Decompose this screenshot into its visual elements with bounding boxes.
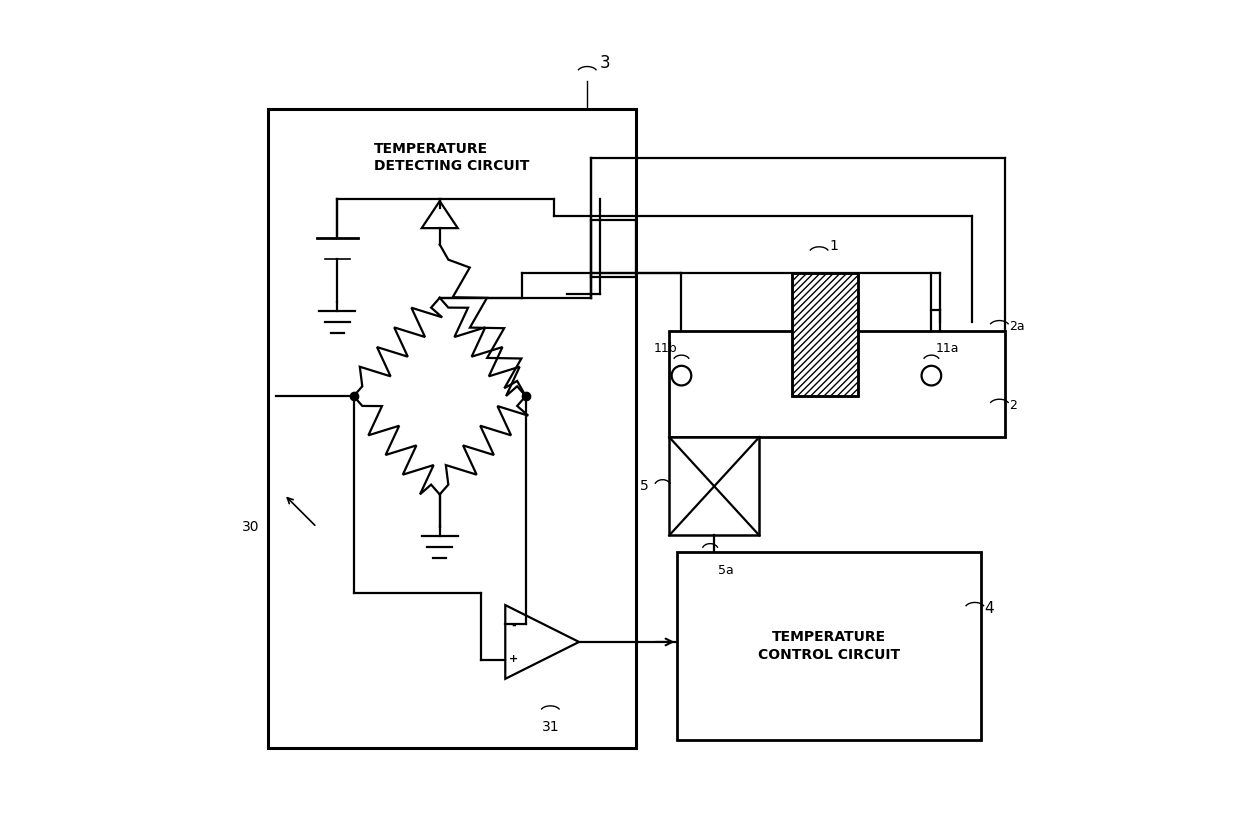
Text: TEMPERATURE
CONTROL CIRCUIT: TEMPERATURE CONTROL CIRCUIT [758, 630, 900, 662]
Text: 3: 3 [599, 54, 610, 73]
Text: 1: 1 [830, 238, 838, 252]
Text: 30: 30 [242, 521, 259, 535]
Text: 4: 4 [985, 601, 994, 615]
Bar [670, 331, 1006, 437]
Text: 5a: 5a [718, 564, 734, 578]
Text: 5: 5 [640, 479, 649, 493]
Bar [792, 273, 858, 396]
Bar [268, 109, 636, 748]
Bar [677, 552, 981, 740]
Text: 2: 2 [1009, 398, 1017, 412]
Text: 2a: 2a [1009, 320, 1025, 333]
Bar [670, 437, 759, 535]
Text: +: + [508, 653, 518, 663]
Text: 31: 31 [542, 719, 559, 733]
Bar [792, 273, 858, 396]
Text: -: - [511, 620, 516, 630]
Bar [792, 273, 858, 396]
Text: 11b: 11b [653, 342, 677, 355]
Text: 11a: 11a [935, 342, 959, 355]
Text: TEMPERATURE
DETECTING CIRCUIT: TEMPERATURE DETECTING CIRCUIT [374, 142, 529, 173]
